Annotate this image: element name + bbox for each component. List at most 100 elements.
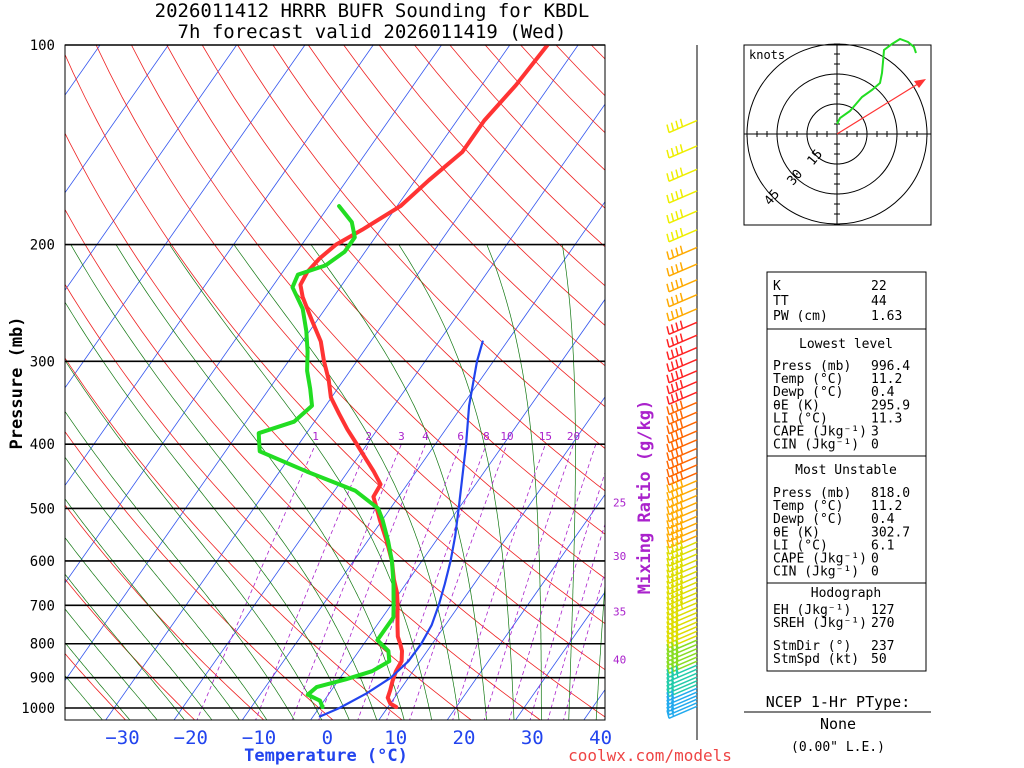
temperature-profile-line bbox=[298, 45, 550, 709]
wind-barb bbox=[666, 546, 698, 561]
wind-barb bbox=[666, 652, 698, 666]
dry-adiabat-line bbox=[65, 283, 472, 720]
wind-barb bbox=[666, 514, 698, 530]
wind-barb bbox=[666, 277, 698, 293]
dry-adiabat-line bbox=[1016, 45, 1024, 722]
mixing-ratio-side-label: 40 bbox=[613, 654, 626, 667]
most-unstable-row-label: Temp (°C) bbox=[773, 499, 843, 514]
chart-title-line1: 2026011412 HRRR BUFR Sounding for KBDL bbox=[155, 0, 590, 22]
footer-credit: coolwx.com/models bbox=[568, 746, 732, 765]
ptype-amount: (0.00" L.E.) bbox=[791, 740, 885, 755]
temperature-tick-label: −20 bbox=[174, 727, 208, 749]
storm-motion-arrowhead bbox=[914, 79, 926, 88]
most-unstable-row-value: 0.4 bbox=[871, 512, 895, 527]
idx-tt-value: 44 bbox=[871, 294, 887, 309]
wind-barb bbox=[666, 552, 698, 567]
wind-barb bbox=[666, 357, 698, 373]
dry-adiabat-line bbox=[201, 45, 605, 492]
lowest-level-row-value: 0.4 bbox=[871, 385, 895, 400]
lowest-level-row-label: CIN (Jkg⁻¹) bbox=[773, 438, 859, 453]
dry-adiabat-line bbox=[945, 45, 1024, 722]
wind-barb bbox=[666, 691, 698, 705]
isotherm-line bbox=[65, 45, 169, 194]
wind-barb bbox=[666, 486, 698, 501]
mixing-ratio-line bbox=[452, 444, 546, 720]
x-axis-label: Temperature (°C) bbox=[244, 746, 408, 766]
mixing-ratio-tick-label: 1 bbox=[312, 430, 319, 443]
most-unstable-row-label: CIN (Jkg⁻¹) bbox=[773, 565, 859, 580]
wind-barb bbox=[666, 167, 698, 183]
isotherm-line bbox=[65, 45, 374, 487]
mixing-ratio-side-label: 25 bbox=[613, 497, 626, 510]
most-unstable-row-label: θE (K) bbox=[773, 525, 820, 540]
wind-barb bbox=[666, 227, 698, 243]
temperature-tick-label: 10 bbox=[384, 727, 407, 749]
wind-barb bbox=[666, 590, 698, 606]
wind-barb bbox=[666, 639, 698, 653]
dry-adiabat-line bbox=[414, 45, 605, 248]
isotherm-line bbox=[65, 45, 238, 291]
moist-adiabat-line bbox=[169, 244, 433, 720]
moist-adiabat-line bbox=[65, 642, 131, 720]
wind-barb bbox=[666, 379, 698, 395]
mixing-ratio-tick-label: 2 bbox=[365, 430, 372, 443]
idx-k-value: 22 bbox=[871, 279, 887, 294]
wind-barb bbox=[666, 558, 698, 573]
isotherm-line bbox=[105, 45, 579, 720]
temperature-tick-label: 30 bbox=[521, 727, 544, 749]
lowest-level-title: Lowest level bbox=[799, 337, 893, 352]
temperature-tick-label: 0 bbox=[322, 727, 333, 749]
wind-barb bbox=[666, 521, 698, 536]
wind-barb bbox=[666, 471, 698, 486]
mixing-ratio-tick-label: 20 bbox=[567, 430, 580, 443]
skewt-frame bbox=[64, 44, 606, 721]
most-unstable-title: Most Unstable bbox=[795, 463, 897, 478]
wind-barb bbox=[666, 245, 698, 261]
dry-adiabat-line bbox=[343, 45, 605, 326]
storm-motion-vector bbox=[836, 81, 922, 135]
wind-barb bbox=[666, 621, 698, 635]
wind-barb bbox=[666, 400, 698, 416]
sounding-profiles bbox=[256, 45, 550, 718]
lowest-level-row-label: CAPE (Jkg⁻¹) bbox=[773, 425, 867, 440]
wind-barb bbox=[666, 419, 698, 435]
hodograph-row-label: SREH (Jkg⁻¹) bbox=[773, 616, 867, 631]
pressure-tick-label: 200 bbox=[30, 238, 55, 254]
wind-barb bbox=[666, 635, 698, 649]
most-unstable-row-label: LI (°C) bbox=[773, 538, 828, 553]
pressure-tick-label: 1000 bbox=[21, 701, 55, 717]
wind-barb bbox=[666, 533, 698, 549]
mixing-ratio-tick-label: 15 bbox=[539, 430, 552, 443]
wind-barb bbox=[666, 209, 698, 224]
dry-adiabat-line bbox=[307, 45, 605, 367]
chart-title-line2: 7h forecast valid 2026011419 (Wed) bbox=[178, 21, 567, 43]
wind-barb bbox=[666, 493, 698, 509]
indices-frame bbox=[766, 271, 927, 672]
mixing-ratio-labels: 1 2 3 4 6 8 10 15 20 25 30 35 40 bbox=[312, 430, 626, 667]
mixing-ratio-tick-label: 4 bbox=[422, 430, 429, 443]
idx-k-label: K bbox=[773, 279, 781, 294]
wind-barb bbox=[666, 698, 698, 712]
pressure-tick-label: 500 bbox=[30, 501, 55, 517]
wind-barb bbox=[666, 292, 698, 308]
pressure-axis-ticks: 100 200 300 400 500 600 700 800 900 1000 bbox=[21, 38, 55, 717]
wind-barb bbox=[666, 446, 698, 462]
wind-barb bbox=[666, 390, 698, 405]
moist-adiabat-line bbox=[65, 537, 213, 720]
dry-adiabat-line bbox=[65, 208, 541, 720]
wind-barb bbox=[666, 345, 698, 361]
wind-barb bbox=[666, 611, 698, 626]
wind-barbs bbox=[666, 118, 698, 719]
most-unstable-row-value: 11.2 bbox=[871, 499, 902, 514]
wind-barb bbox=[666, 540, 698, 555]
hodograph-units: knots bbox=[749, 48, 785, 62]
mixing-ratio-line bbox=[291, 444, 402, 720]
temperature-tick-label: 40 bbox=[589, 727, 612, 749]
wind-barb bbox=[666, 630, 698, 644]
pressure-tick-label: 800 bbox=[30, 637, 55, 653]
wind-barb bbox=[666, 585, 698, 601]
mixing-ratio-line bbox=[255, 444, 369, 720]
wind-barb bbox=[666, 306, 698, 322]
wind-barb bbox=[666, 563, 698, 579]
